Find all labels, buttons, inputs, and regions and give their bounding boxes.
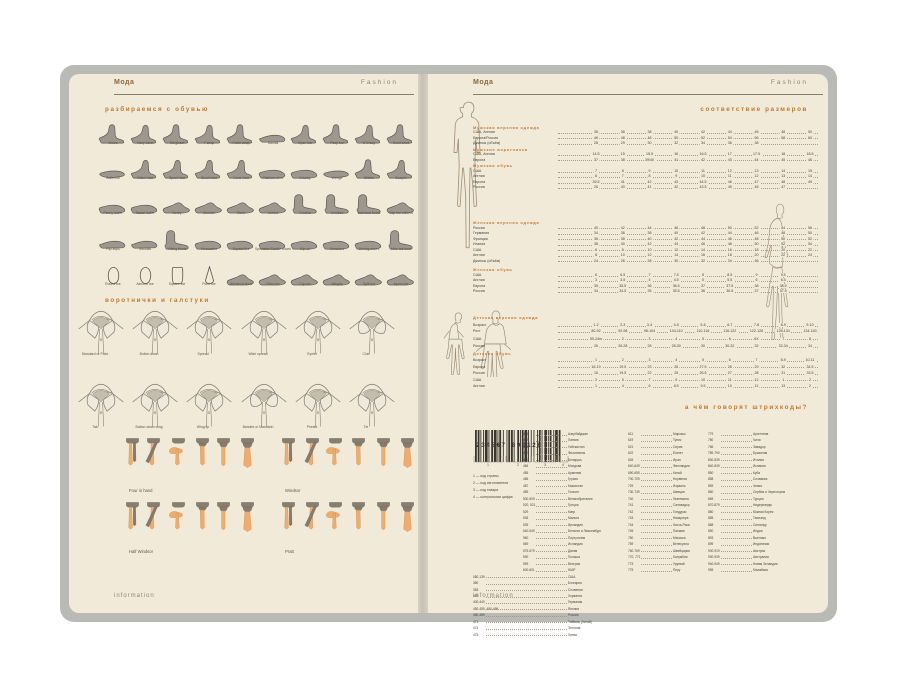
svg-text:1: 1 [487,462,490,467]
svg-text:2: 2 [517,462,520,467]
